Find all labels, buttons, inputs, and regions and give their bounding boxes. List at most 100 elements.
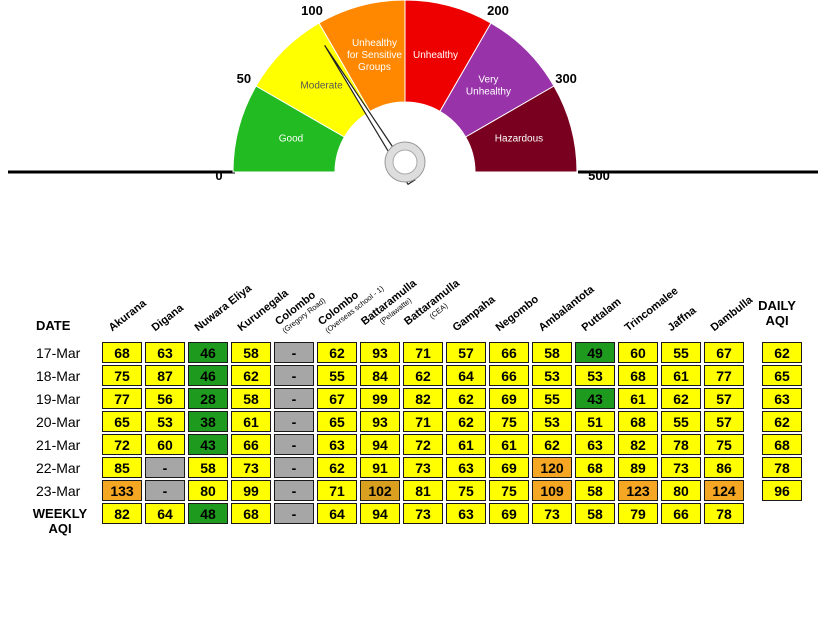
aqi-cell: 62 <box>446 411 486 432</box>
column-header: Jaffna <box>666 305 699 334</box>
daily-aqi-cell: 68 <box>762 434 802 455</box>
date-header: DATE <box>36 318 71 333</box>
aqi-cell: - <box>274 411 314 432</box>
weekly-aqi-cell: 94 <box>360 503 400 524</box>
aqi-cell: 55 <box>532 388 572 409</box>
column-header-name: Negombo <box>493 293 541 334</box>
aqi-cell: 87 <box>145 365 185 386</box>
gauge-segment-label: Very Unhealthy <box>466 75 511 98</box>
weekly-aqi-cell: 79 <box>618 503 658 524</box>
aqi-cell: 71 <box>317 480 357 501</box>
aqi-cell: 58 <box>231 388 271 409</box>
aqi-cell: - <box>274 434 314 455</box>
aqi-cell: - <box>145 480 185 501</box>
gauge-tick-label: 500 <box>588 168 610 183</box>
weekly-aqi-cell: 66 <box>661 503 701 524</box>
weekly-aqi-cell: - <box>274 503 314 524</box>
gauge-tick-label: 300 <box>555 71 577 86</box>
aqi-cell: 58 <box>188 457 228 478</box>
weekly-aqi-cell: 82 <box>102 503 142 524</box>
aqi-cell: - <box>145 457 185 478</box>
aqi-cell: 73 <box>661 457 701 478</box>
aqi-cell: - <box>274 342 314 363</box>
weekly-aqi-cell: 64 <box>317 503 357 524</box>
aqi-cell: 60 <box>618 342 658 363</box>
daily-aqi-cell: 62 <box>762 342 802 363</box>
column-header: Digana <box>150 302 186 334</box>
aqi-cell: 61 <box>661 365 701 386</box>
weekly-aqi-cell: 69 <box>489 503 529 524</box>
gauge-tick-label: 100 <box>301 3 323 18</box>
daily-aqi-cell: 78 <box>762 457 802 478</box>
aqi-cell: 71 <box>403 411 443 432</box>
aqi-cell: 64 <box>446 365 486 386</box>
aqi-cell: 63 <box>575 434 615 455</box>
aqi-cell: 65 <box>317 411 357 432</box>
aqi-cell: 57 <box>704 388 744 409</box>
aqi-cell: 82 <box>618 434 658 455</box>
aqi-cell: 55 <box>661 342 701 363</box>
gauge-hub-inner <box>392 149 418 175</box>
weekly-aqi-cell: 63 <box>446 503 486 524</box>
daily-aqi-header-line2: AQI <box>765 313 789 328</box>
aqi-cell: 80 <box>188 480 228 501</box>
aqi-cell: 66 <box>489 365 529 386</box>
aqi-cell: 75 <box>446 480 486 501</box>
row-date: 19-Mar <box>36 390 81 407</box>
row-date: 17-Mar <box>36 344 81 361</box>
column-header: Puttalam <box>580 296 624 334</box>
aqi-cell: 72 <box>102 434 142 455</box>
aqi-cell: 71 <box>403 342 443 363</box>
aqi-cell: 123 <box>618 480 658 501</box>
aqi-cell: 89 <box>618 457 658 478</box>
aqi-cell: 102 <box>360 480 400 501</box>
gauge-segment-label: Hazardous <box>495 133 543 144</box>
aqi-cell: 58 <box>575 480 615 501</box>
aqi-cell: 51 <box>575 411 615 432</box>
weekly-aqi-cell: 68 <box>231 503 271 524</box>
aqi-cell: 61 <box>489 434 529 455</box>
aqi-cell: 55 <box>661 411 701 432</box>
aqi-cell: 91 <box>360 457 400 478</box>
aqi-cell: 61 <box>231 411 271 432</box>
aqi-cell: 53 <box>575 365 615 386</box>
aqi-cell: 77 <box>704 365 744 386</box>
aqi-cell: 58 <box>532 342 572 363</box>
aqi-cell: 61 <box>446 434 486 455</box>
aqi-cell: 61 <box>618 388 658 409</box>
aqi-cell: 82 <box>403 388 443 409</box>
aqi-cell: 28 <box>188 388 228 409</box>
aqi-cell: 99 <box>360 388 400 409</box>
aqi-cell: 66 <box>231 434 271 455</box>
aqi-cell: 56 <box>145 388 185 409</box>
aqi-cell: 78 <box>661 434 701 455</box>
aqi-cell: 57 <box>704 411 744 432</box>
row-date: 18-Mar <box>36 367 81 384</box>
aqi-cell: 73 <box>403 457 443 478</box>
aqi-cell: 68 <box>618 411 658 432</box>
aqi-cell: 109 <box>532 480 572 501</box>
aqi-cell: 68 <box>618 365 658 386</box>
aqi-cell: 69 <box>489 457 529 478</box>
aqi-cell: 94 <box>360 434 400 455</box>
row-date: 21-Mar <box>36 436 81 453</box>
aqi-cell: 62 <box>446 388 486 409</box>
aqi-cell: - <box>274 480 314 501</box>
aqi-cell: 75 <box>489 411 529 432</box>
gauge-segment-label: Unhealthy for Sensitive Groups <box>347 38 402 73</box>
column-header-name: Digana <box>149 301 186 334</box>
aqi-cell: 38 <box>188 411 228 432</box>
aqi-cell: 63 <box>145 342 185 363</box>
aqi-cell: 62 <box>403 365 443 386</box>
aqi-cell: 77 <box>102 388 142 409</box>
aqi-cell: 46 <box>188 342 228 363</box>
column-header-name: Dambulla <box>708 294 756 334</box>
gauge-tick-label: 50 <box>237 71 251 86</box>
column-header-name: Jaffna <box>665 304 699 334</box>
aqi-cell: 53 <box>532 411 572 432</box>
daily-aqi-cell: 65 <box>762 365 802 386</box>
aqi-cell: 124 <box>704 480 744 501</box>
aqi-cell: 68 <box>575 457 615 478</box>
aqi-cell: 67 <box>704 342 744 363</box>
aqi-cell: - <box>274 365 314 386</box>
